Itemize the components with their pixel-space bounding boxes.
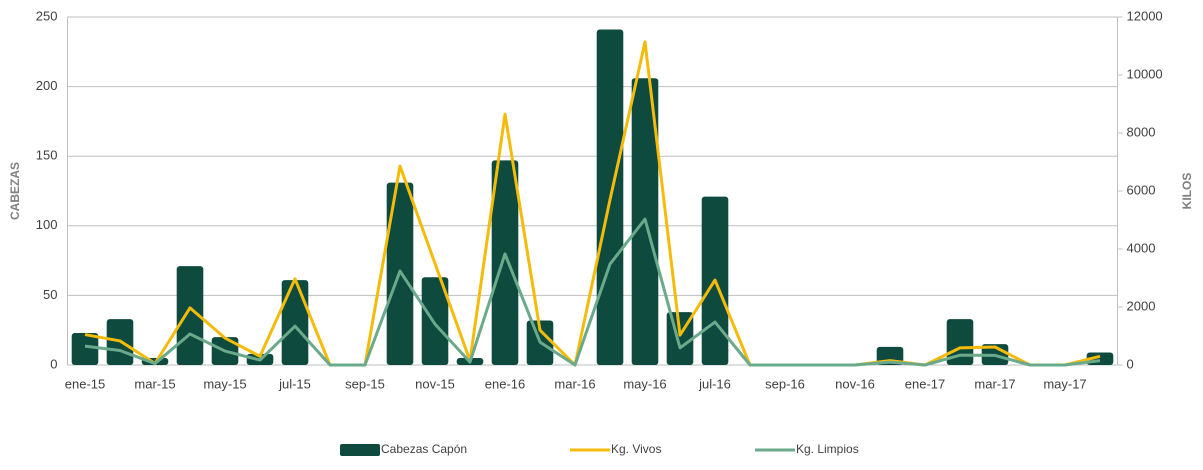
x-tick-label: may-15 [203, 376, 246, 391]
x-tick-label: jul-16 [698, 376, 731, 391]
y2-tick-label: 12000 [1127, 8, 1163, 23]
x-tick-label: mar-16 [554, 376, 595, 391]
y-tick-label: 0 [50, 356, 57, 371]
legend-label: Kg. Limpios [796, 442, 859, 456]
x-tick-label: jul-15 [278, 376, 311, 391]
y2-axis-title: KILOS [1180, 173, 1194, 210]
y-tick-label: 250 [36, 8, 58, 23]
bar [491, 160, 519, 365]
y2-tick-label: 8000 [1127, 124, 1156, 139]
x-tick-label: ene-17 [905, 376, 945, 391]
x-tick-label: ene-16 [485, 376, 525, 391]
bar [421, 277, 449, 365]
x-tick-label: mar-15 [134, 376, 175, 391]
y2-tick-label: 0 [1127, 356, 1134, 371]
legend-swatch [340, 444, 380, 456]
y-tick-label: 100 [36, 217, 58, 232]
x-tick-label: ene-15 [65, 376, 105, 391]
y-tick-label: 50 [43, 287, 57, 302]
x-tick-label: sep-15 [345, 376, 385, 391]
x-tick-label: nov-15 [415, 376, 455, 391]
x-tick-label: nov-16 [835, 376, 875, 391]
legend-label: Cabezas Capón [381, 442, 467, 456]
x-tick-label: mar-17 [974, 376, 1015, 391]
x-tick-label: sep-16 [765, 376, 805, 391]
x-tick-label: may-17 [1043, 376, 1086, 391]
y-axis-title: CABEZAS [8, 162, 22, 220]
y2-tick-label: 4000 [1127, 240, 1156, 255]
bar [281, 280, 309, 365]
bar [946, 319, 974, 365]
line [84, 217, 1101, 367]
x-tick-label: may-16 [623, 376, 666, 391]
y2-tick-label: 2000 [1127, 298, 1156, 313]
y-tick-label: 150 [36, 148, 58, 163]
y2-tick-label: 6000 [1127, 182, 1156, 197]
y-tick-label: 200 [36, 78, 58, 93]
legend-label: Kg. Vivos [611, 442, 661, 456]
y2-tick-label: 10000 [1127, 66, 1163, 81]
bar [71, 332, 99, 365]
